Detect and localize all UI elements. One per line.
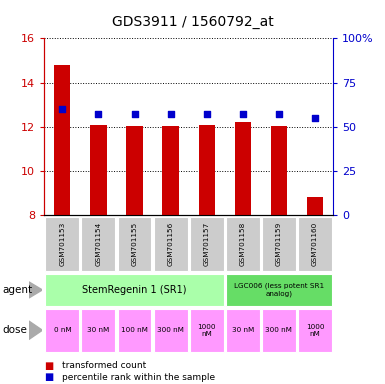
- Text: 30 nM: 30 nM: [87, 327, 110, 333]
- Text: ■: ■: [44, 361, 54, 371]
- Text: GSM701155: GSM701155: [132, 222, 137, 266]
- Text: GSM701156: GSM701156: [167, 222, 174, 266]
- Bar: [298, 217, 332, 271]
- Bar: [45, 217, 79, 271]
- Text: 1000
nM: 1000 nM: [306, 324, 324, 337]
- Bar: [126, 126, 142, 215]
- Bar: [307, 197, 323, 215]
- Bar: [226, 309, 260, 352]
- Text: 300 nM: 300 nM: [157, 327, 184, 333]
- Bar: [90, 124, 107, 215]
- Bar: [271, 126, 287, 215]
- Polygon shape: [29, 282, 42, 298]
- Text: 0 nM: 0 nM: [54, 327, 71, 333]
- Text: agent: agent: [2, 285, 32, 295]
- Bar: [190, 217, 224, 271]
- Point: [312, 115, 318, 121]
- Point: [276, 111, 282, 118]
- Bar: [117, 309, 151, 352]
- Bar: [82, 309, 116, 352]
- Text: 1000
nM: 1000 nM: [198, 324, 216, 337]
- Point: [59, 106, 65, 112]
- Text: dose: dose: [2, 325, 27, 335]
- Text: ■: ■: [44, 372, 54, 382]
- Text: GSM701153: GSM701153: [59, 222, 65, 266]
- Text: GSM701158: GSM701158: [240, 222, 246, 266]
- Text: GDS3911 / 1560792_at: GDS3911 / 1560792_at: [112, 15, 273, 29]
- Bar: [190, 309, 224, 352]
- Text: 30 nM: 30 nM: [232, 327, 254, 333]
- Bar: [117, 217, 151, 271]
- Bar: [226, 274, 332, 306]
- Bar: [162, 126, 179, 215]
- Text: 100 nM: 100 nM: [121, 327, 148, 333]
- Bar: [298, 309, 332, 352]
- Bar: [226, 217, 260, 271]
- Bar: [262, 217, 296, 271]
- Text: GSM701157: GSM701157: [204, 222, 210, 266]
- Text: 300 nM: 300 nM: [265, 327, 292, 333]
- Bar: [54, 65, 70, 215]
- Bar: [154, 309, 187, 352]
- Text: percentile rank within the sample: percentile rank within the sample: [62, 372, 215, 382]
- Text: GSM701154: GSM701154: [95, 222, 101, 266]
- Point: [204, 111, 210, 118]
- Bar: [45, 309, 79, 352]
- Text: StemRegenin 1 (SR1): StemRegenin 1 (SR1): [82, 285, 187, 295]
- Bar: [82, 217, 116, 271]
- Polygon shape: [29, 321, 42, 339]
- Point: [240, 111, 246, 118]
- Bar: [262, 309, 296, 352]
- Text: transformed count: transformed count: [62, 361, 146, 371]
- Bar: [154, 217, 187, 271]
- Bar: [45, 274, 224, 306]
- Point: [131, 111, 137, 118]
- Point: [167, 111, 174, 118]
- Text: GSM701159: GSM701159: [276, 222, 282, 266]
- Bar: [199, 124, 215, 215]
- Text: LGC006 (less potent SR1
analog): LGC006 (less potent SR1 analog): [234, 283, 324, 297]
- Point: [95, 111, 102, 118]
- Bar: [235, 122, 251, 215]
- Text: GSM701160: GSM701160: [312, 222, 318, 266]
